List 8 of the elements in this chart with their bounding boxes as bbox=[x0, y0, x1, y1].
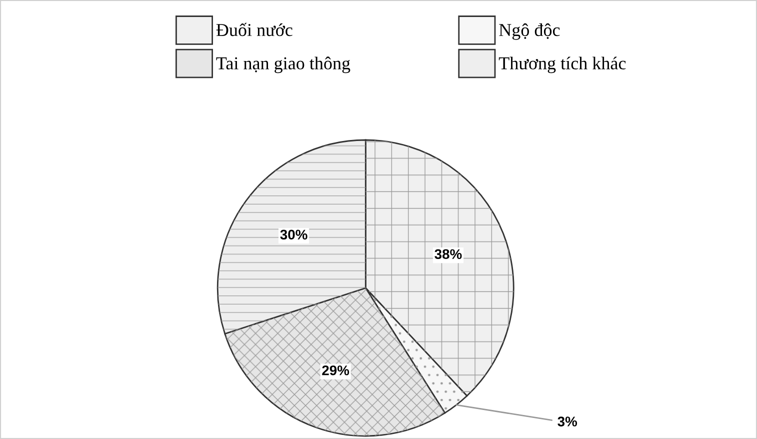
legend-label: Tai nạn giao thông bbox=[216, 56, 350, 74]
data-label: 30% bbox=[280, 230, 308, 240]
legend-label: Ngộ độc bbox=[499, 23, 560, 40]
data-label: 3% bbox=[558, 416, 578, 426]
legend-label: Đuối nước bbox=[216, 22, 292, 36]
data-label: 38% bbox=[434, 249, 462, 260]
data-label: 29% bbox=[322, 365, 350, 376]
legend-label: Thương tích khác bbox=[498, 56, 626, 74]
